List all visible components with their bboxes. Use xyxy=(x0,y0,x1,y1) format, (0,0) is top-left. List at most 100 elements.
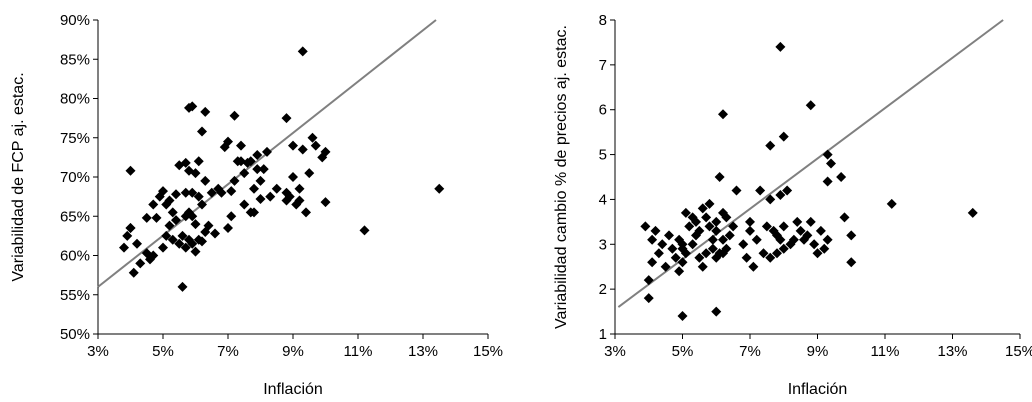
data-point xyxy=(664,230,674,241)
data-point xyxy=(180,187,191,198)
data-point xyxy=(778,131,789,142)
data-point xyxy=(815,225,826,236)
y-tick-label: 3 xyxy=(599,236,607,253)
x-tick-label: 5% xyxy=(152,343,174,360)
data-point xyxy=(704,198,715,209)
data-point xyxy=(765,194,776,205)
data-point xyxy=(229,110,240,121)
data-point xyxy=(765,140,776,151)
data-point xyxy=(200,175,211,186)
data-point xyxy=(171,215,181,226)
data-point xyxy=(711,216,722,227)
data-point xyxy=(288,172,298,182)
data-point xyxy=(307,132,318,143)
x-tick-label: 7% xyxy=(217,343,239,360)
data-point xyxy=(304,168,315,179)
data-point xyxy=(252,150,263,161)
data-point xyxy=(281,113,292,124)
x-tick-label: 3% xyxy=(604,343,626,360)
data-point xyxy=(704,221,715,232)
y-tick-label: 90% xyxy=(60,12,90,29)
data-point xyxy=(670,252,681,263)
data-point xyxy=(197,126,207,137)
data-point xyxy=(255,175,266,186)
data-point xyxy=(184,207,194,218)
data-point xyxy=(758,248,769,259)
data-point xyxy=(761,221,772,232)
data-point xyxy=(643,275,654,286)
data-point xyxy=(119,242,129,253)
data-point xyxy=(748,261,759,272)
data-point xyxy=(161,230,172,241)
data-point xyxy=(320,197,331,208)
data-point xyxy=(164,195,175,206)
data-point xyxy=(802,230,813,241)
data-point xyxy=(174,238,185,249)
data-point xyxy=(778,221,789,232)
data-point xyxy=(200,106,211,117)
x-tick-label: 13% xyxy=(937,343,967,360)
data-point xyxy=(265,191,276,202)
data-point xyxy=(193,156,204,167)
data-point xyxy=(258,164,269,175)
data-point xyxy=(297,144,308,155)
data-point xyxy=(967,207,978,218)
y-tick-label: 85% xyxy=(60,51,90,68)
y-tick-label: 6 xyxy=(599,102,607,119)
y-tick-label: 8 xyxy=(599,12,607,29)
x-tick-label: 5% xyxy=(672,343,694,360)
y-tick-label: 50% xyxy=(60,326,90,343)
y-axis-title: Variabilidad de FCP aj. estac. xyxy=(10,72,27,281)
data-point xyxy=(826,158,836,169)
data-point xyxy=(680,207,691,218)
data-point xyxy=(822,176,833,187)
y-axis-title: Variabilidad cambio % de precios aj. est… xyxy=(553,25,570,329)
data-point xyxy=(135,258,146,269)
data-point xyxy=(128,267,139,278)
data-point xyxy=(745,225,755,236)
data-point xyxy=(795,225,806,236)
data-point xyxy=(226,186,237,197)
data-point xyxy=(805,100,816,111)
data-point xyxy=(788,234,799,245)
chart-1: 50% 55% 60% 65% 70% 75% 80% 85% 90% 3% 5% 7% 9% 11% 13… xyxy=(10,12,503,398)
data-point xyxy=(187,187,198,198)
data-point xyxy=(822,234,833,245)
data-point xyxy=(711,306,722,317)
data-point xyxy=(197,199,207,210)
data-point xyxy=(640,221,651,232)
y-tick-label: 1 xyxy=(599,326,607,343)
data-point xyxy=(125,223,136,234)
x-axis-title: Inflación xyxy=(263,381,323,398)
data-point xyxy=(187,238,198,249)
data-point xyxy=(271,183,282,194)
data-point xyxy=(284,191,295,202)
data-point xyxy=(167,207,178,218)
data-point xyxy=(249,207,259,218)
data-point xyxy=(653,248,664,259)
data-point xyxy=(647,234,658,245)
data-point xyxy=(245,156,256,167)
data-point xyxy=(145,254,155,265)
data-point xyxy=(239,199,250,210)
data-point xyxy=(177,230,188,241)
data-point xyxy=(297,46,308,57)
data-point xyxy=(701,212,712,223)
data-point xyxy=(718,109,728,120)
data-point xyxy=(775,189,786,200)
data-point xyxy=(320,146,331,157)
data-point xyxy=(775,234,786,245)
data-point xyxy=(255,193,266,204)
y-tick-label: 75% xyxy=(60,130,90,147)
data-point xyxy=(724,230,735,241)
data-point xyxy=(132,238,142,249)
data-point xyxy=(219,142,230,153)
data-point xyxy=(236,140,246,151)
data-point xyxy=(650,225,661,236)
data-point xyxy=(288,140,298,151)
data-point xyxy=(190,246,201,257)
chart-2: 1 2 3 4 5 6 7 8 3% 5% 7% 9% 11% 13% 15% Inflación Variab… xyxy=(553,12,1032,398)
data-point xyxy=(148,250,159,261)
y-tick-label: 4 xyxy=(599,191,607,208)
data-point xyxy=(310,140,321,151)
